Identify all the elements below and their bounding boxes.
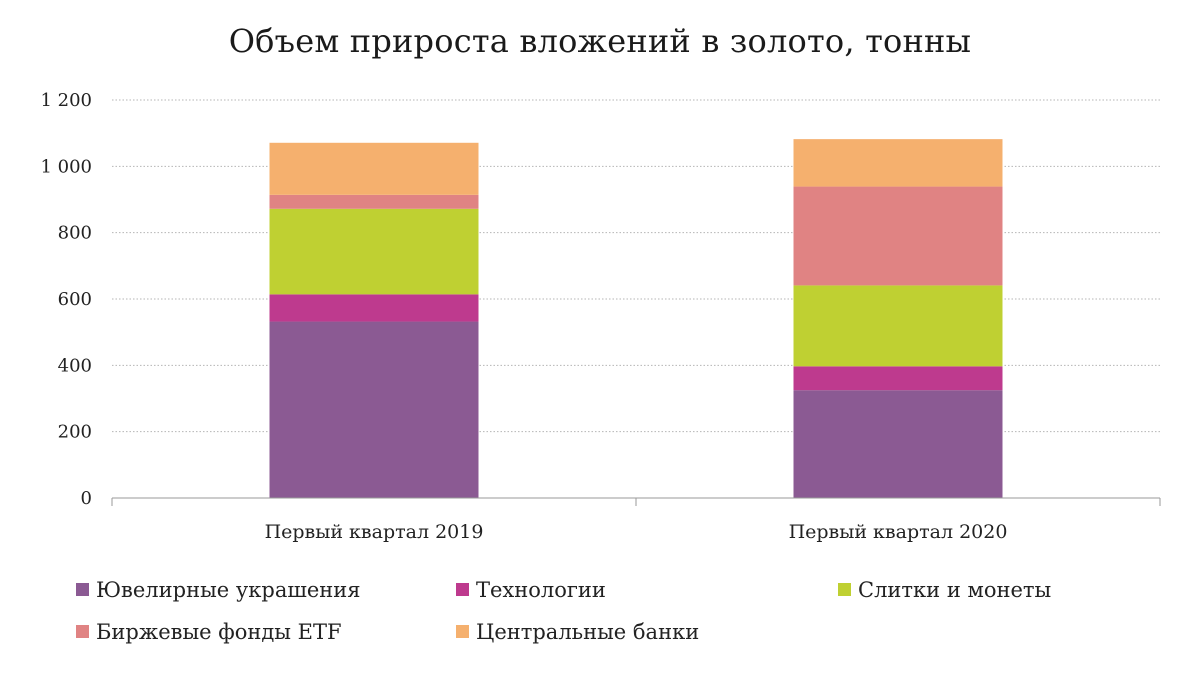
legend-item: Ювелирные украшения — [76, 578, 361, 602]
x-category-label: Первый квартал 2019 — [265, 521, 484, 543]
bars — [269, 139, 1003, 498]
bar-segment — [793, 390, 1003, 498]
legend-label: Технологии — [476, 578, 606, 602]
bar-stack — [269, 142, 479, 498]
legend-swatch — [456, 583, 469, 596]
bar-segment — [793, 139, 1003, 187]
y-tick-label: 400 — [58, 355, 92, 376]
bar-segment — [269, 321, 479, 498]
legend: Ювелирные украшения Технологии Слитки и мо… — [76, 578, 1051, 644]
legend-label: Ювелирные украшения — [96, 578, 361, 602]
bar-segment — [793, 366, 1003, 391]
bar-segment — [269, 294, 479, 322]
bar-segment — [269, 208, 479, 295]
x-axis-categories: Первый квартал 2019 Первый квартал 2020 — [265, 521, 1008, 543]
legend-item: Технологии — [456, 578, 606, 602]
legend-item: Центральные банки — [456, 620, 699, 644]
chart-title: Объем прироста вложений в золото, тонны — [228, 22, 972, 60]
legend-label: Биржевые фонды ETF — [96, 620, 342, 644]
legend-item: Слитки и монеты — [838, 578, 1051, 602]
bar-segment — [793, 285, 1003, 367]
bar-stack — [793, 139, 1003, 498]
x-axis — [111, 497, 1161, 506]
y-tick-label: 600 — [58, 289, 92, 310]
legend-swatch — [76, 625, 89, 638]
y-tick-label: 800 — [58, 223, 92, 244]
bar-segment — [793, 186, 1003, 286]
bar-segment — [269, 142, 479, 195]
legend-swatch — [838, 583, 851, 596]
legend-label: Центральные банки — [476, 620, 699, 644]
y-tick-label: 200 — [58, 422, 92, 443]
x-category-label: Первый квартал 2020 — [789, 521, 1008, 543]
y-tick-label: 1 200 — [40, 90, 92, 111]
legend-item: Биржевые фонды ETF — [76, 620, 342, 644]
legend-swatch — [456, 625, 469, 638]
legend-label: Слитки и монеты — [858, 578, 1051, 602]
y-axis-ticks: 0 200 400 600 800 1 000 1 200 — [40, 90, 92, 509]
y-tick-label: 0 — [81, 488, 92, 509]
legend-swatch — [76, 583, 89, 596]
gridlines — [112, 99, 1160, 433]
bar-segment — [269, 194, 479, 209]
y-tick-label: 1 000 — [40, 156, 92, 177]
